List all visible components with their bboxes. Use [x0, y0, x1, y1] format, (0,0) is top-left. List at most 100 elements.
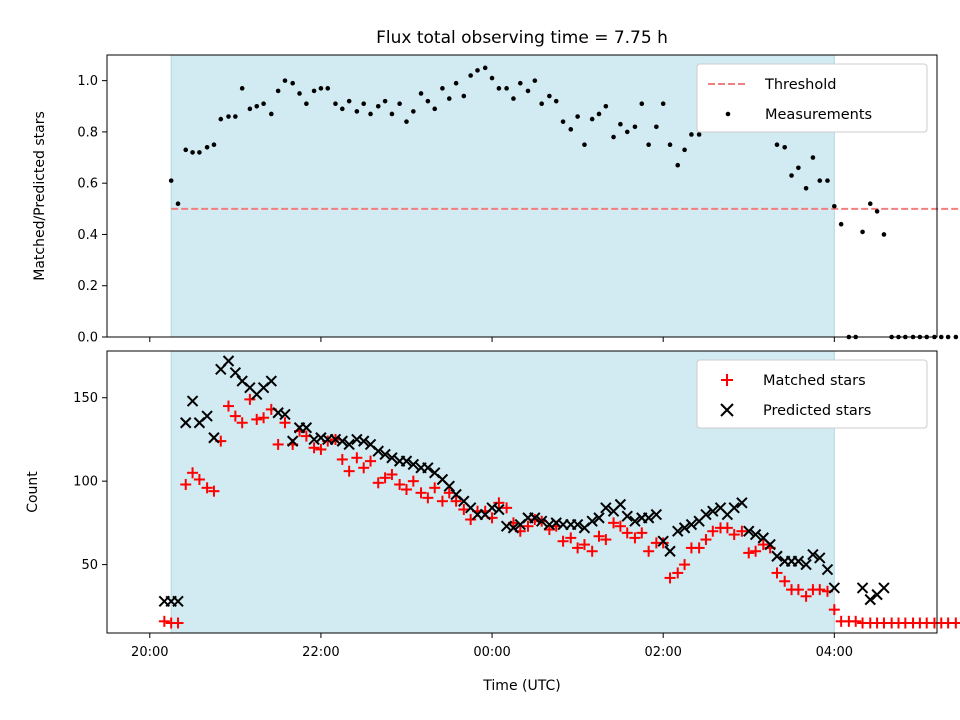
measurement-point — [290, 80, 295, 86]
predicted-star-point — [821, 563, 834, 576]
matched-star-point — [443, 487, 455, 499]
matched-star-point — [458, 504, 470, 516]
matched-star-point — [828, 604, 840, 616]
predicted-star-point-b — [814, 552, 826, 564]
matched-star-point — [743, 547, 755, 559]
matched-star-point — [529, 514, 541, 526]
measurement-point — [233, 114, 238, 119]
matched-star-point — [736, 525, 748, 537]
measurement-point — [325, 86, 331, 91]
y-tick-label: 150 — [73, 391, 98, 406]
matched-star-point — [158, 615, 170, 627]
matched-star-point — [358, 462, 370, 474]
predicted-star-point-b — [386, 452, 398, 464]
measurement-point — [511, 96, 516, 101]
predicted-star-point — [208, 432, 220, 444]
matched-star-point — [436, 495, 448, 507]
predicted-star-point — [550, 517, 562, 529]
ratio-legend: Threshold Measurements — [696, 63, 928, 133]
predicted-star-point — [308, 433, 320, 446]
matched-star-point — [336, 453, 348, 465]
matched-star-point — [379, 472, 391, 484]
predicted-star-point-b — [800, 558, 812, 571]
measurement-point — [582, 142, 587, 148]
predicted-star-point-b — [500, 520, 513, 532]
y-tick-label: 1.0 — [77, 74, 98, 89]
measurement-point — [517, 80, 523, 86]
matched-star-point — [728, 529, 740, 541]
y-tick-label: 50 — [81, 558, 98, 573]
measurement-point — [368, 111, 373, 117]
predicted-star-point-b — [593, 512, 605, 524]
predicted-star-point-b — [535, 515, 548, 527]
predicted-star-point-b — [678, 522, 691, 534]
predicted-star-point-b — [443, 480, 455, 492]
measurement-point — [183, 147, 189, 153]
measurement-point — [654, 124, 659, 130]
matched-star-point — [693, 542, 705, 554]
predicted-star-point-b — [685, 518, 698, 531]
matched-star-point — [608, 517, 620, 529]
predicted-star-point-b — [429, 467, 441, 479]
measurement-point — [446, 96, 452, 101]
predicted-star-point — [878, 582, 890, 594]
predicted-star-point-b — [222, 355, 235, 367]
matched-star-point — [187, 467, 199, 479]
measurement-point — [774, 142, 780, 148]
x-axis-label: Time (UTC) — [482, 678, 560, 694]
measurement-point — [596, 111, 602, 117]
measurement-point — [389, 111, 395, 117]
measurement-point — [318, 86, 324, 91]
matched-star-point — [315, 443, 327, 455]
predicted-star-point-b — [265, 375, 277, 387]
matched-star-point — [258, 412, 270, 424]
measurement-point — [297, 91, 302, 96]
predicted-star-point — [201, 410, 213, 422]
predicted-star-point — [571, 518, 584, 531]
predicted-star-point-b — [343, 438, 355, 451]
measurement-point — [226, 114, 231, 119]
matched-star-point — [565, 532, 577, 544]
measurement-point — [218, 116, 224, 122]
predicted-star-point-b — [450, 488, 462, 501]
predicted-star-point — [856, 582, 869, 594]
measurement-point — [945, 334, 951, 340]
predicted-star-point-b — [771, 550, 783, 562]
predicted-star-point — [400, 455, 413, 467]
predicted-star-point-b — [621, 510, 633, 522]
predicted-star-point-b — [856, 582, 869, 594]
measurement-point — [568, 127, 574, 132]
matched-star-point — [621, 527, 633, 539]
predicted-star-point — [672, 525, 684, 537]
predicted-star-point-b — [614, 498, 627, 511]
matched-star-point — [636, 527, 648, 539]
measurement-point — [603, 103, 609, 109]
predicted-star-point — [864, 593, 876, 606]
predicted-star-point — [543, 518, 556, 531]
matched-star-point — [664, 572, 676, 584]
predicted-star-point-b — [792, 555, 805, 567]
predicted-star-point — [664, 545, 676, 557]
count-y-label: Count — [25, 471, 41, 513]
matched-star-point — [707, 525, 719, 537]
measurement-point — [696, 132, 702, 137]
predicted-star-point-b — [436, 473, 449, 486]
measurement-point — [553, 98, 559, 104]
matched-star-point — [365, 455, 377, 467]
measurement-point — [825, 178, 830, 183]
predicted-star-point-b — [272, 407, 284, 419]
predicted-star-point — [629, 515, 641, 527]
measurement-point — [304, 101, 309, 107]
predicted-star-point — [736, 497, 748, 509]
measurement-point — [532, 78, 538, 83]
measurement-point — [254, 103, 260, 109]
ratio-panel-x-ticks — [149, 337, 835, 342]
matched-star-point — [180, 478, 192, 490]
predicted-star-point — [814, 552, 826, 564]
matched-star-point — [244, 393, 256, 405]
measurement-point — [311, 88, 317, 94]
predicted-star-point-b — [458, 495, 470, 507]
predicted-star-point — [764, 538, 776, 551]
predicted-star-point — [422, 462, 434, 474]
